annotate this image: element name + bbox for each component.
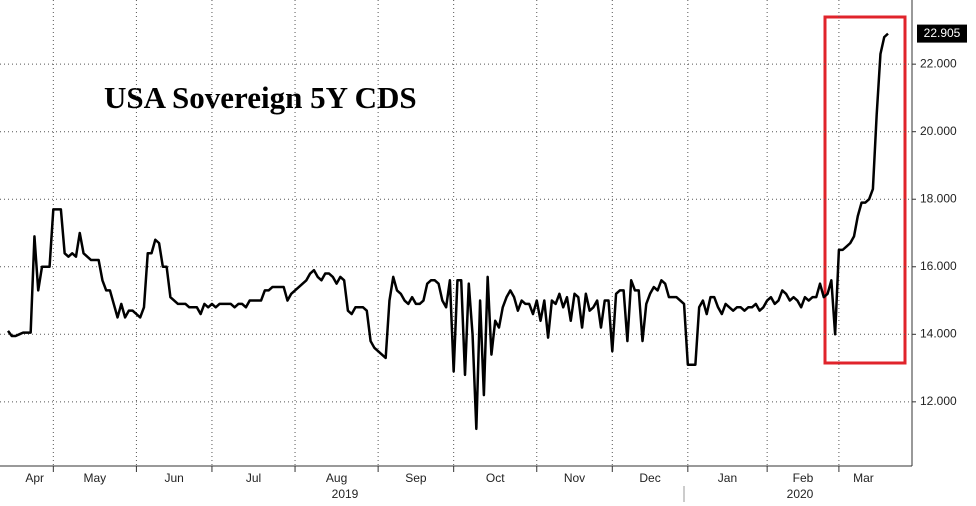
x-tick-label: Dec — [639, 471, 660, 485]
year-label: 2020 — [787, 487, 814, 501]
y-tick-label: 14.000 — [920, 326, 957, 340]
x-tick-label: Feb — [793, 471, 814, 485]
x-tick-label: Sep — [405, 471, 427, 485]
line-series — [6, 32, 889, 431]
last-value-box — [917, 24, 967, 43]
highlight-box — [823, 15, 907, 365]
chart-title: USA Sovereign 5Y CDS — [104, 80, 417, 115]
y-tick-label: 12.000 — [920, 394, 957, 408]
x-tick-label: Mar — [853, 471, 874, 485]
year-label: 2019 — [332, 487, 359, 501]
x-tick-label: Apr — [25, 471, 44, 485]
x-tick-label: Oct — [486, 471, 505, 485]
x-tick-label: May — [84, 471, 107, 485]
x-tick-label: Aug — [326, 471, 347, 485]
y-tick-label: 22.000 — [920, 56, 957, 70]
last-value-label: 22.905 — [924, 26, 961, 40]
y-tick-label: 16.000 — [920, 259, 957, 273]
x-tick-label: Nov — [564, 471, 585, 485]
y-tick-label: 20.000 — [920, 124, 957, 138]
x-tick-label: Jan — [718, 471, 737, 485]
x-tick-label: Jun — [165, 471, 184, 485]
y-tick-label: 18.000 — [920, 191, 957, 205]
x-tick-label: Jul — [246, 471, 261, 485]
